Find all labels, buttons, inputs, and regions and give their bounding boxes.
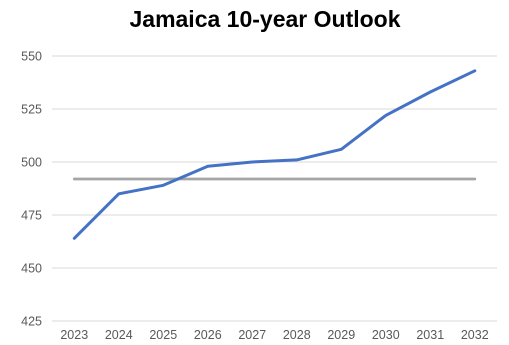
gridlines: [52, 55, 497, 322]
y-tick-label: 425: [21, 315, 42, 329]
x-axis-tick-labels: 2023 2024 2025 2026 2027 2028 2029 2030 2031 2032: [60, 328, 488, 342]
y-tick-label: 525: [21, 103, 42, 117]
x-tick-label: 2029: [327, 328, 355, 342]
series-lines: [72, 69, 477, 240]
x-tick-label: 2030: [372, 328, 400, 342]
x-tick-label: 2028: [283, 328, 311, 342]
series-line-outlook: [72, 69, 477, 240]
y-axis-tick-labels: 425 450 475 500 525 550: [21, 50, 42, 329]
x-tick-label: 2026: [194, 328, 222, 342]
chart-title: Jamaica 10-year Outlook: [129, 6, 400, 32]
y-tick-label: 450: [21, 262, 42, 276]
x-tick-label: 2024: [105, 328, 133, 342]
x-tick-label: 2031: [416, 328, 444, 342]
y-tick-label: 500: [21, 156, 42, 170]
y-tick-label: 550: [21, 50, 42, 64]
x-tick-label: 2023: [60, 328, 88, 342]
x-tick-label: 2027: [238, 328, 266, 342]
y-tick-label: 475: [21, 209, 42, 223]
x-tick-label: 2032: [461, 328, 489, 342]
x-tick-label: 2025: [149, 328, 177, 342]
